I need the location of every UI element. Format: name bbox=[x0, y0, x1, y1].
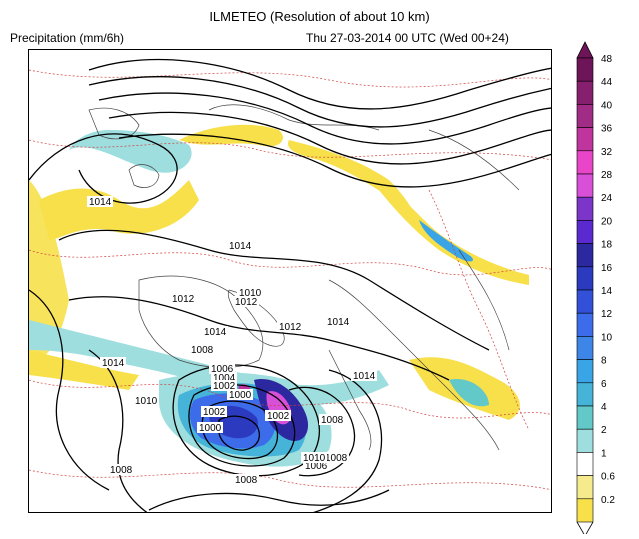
forecast-datetime: Thu 27-03-2014 00 UTC (Wed 00+24) bbox=[306, 31, 509, 45]
legend-swatch bbox=[576, 196, 594, 221]
legend-swatch bbox=[576, 428, 594, 453]
legend-label: 28 bbox=[601, 170, 613, 181]
isobar-label: 1008 bbox=[191, 345, 214, 356]
legend-label: 20 bbox=[601, 216, 613, 227]
map-title: ILMETEO (Resolution of about 10 km) bbox=[209, 9, 430, 24]
isobar-label: 1014 bbox=[89, 197, 112, 208]
isobar-label: 1006 bbox=[305, 461, 328, 472]
legend-swatch bbox=[576, 289, 594, 314]
legend-label: 1 bbox=[601, 448, 607, 459]
legend-swatch bbox=[576, 382, 594, 407]
precipitation-legend: 48 44 40 36 32 28 24 20 18 16 14 12 10 8 6 4 2 1 0.6 0.2 bbox=[569, 34, 639, 537]
isobar-label: 1002 bbox=[213, 381, 236, 392]
legend-swatch bbox=[576, 173, 594, 198]
legend-swatch bbox=[576, 243, 594, 268]
isobar-label: 1014 bbox=[102, 358, 125, 369]
legend-swatch bbox=[576, 452, 594, 476]
variable-label: Precipitation (mm/6h) bbox=[10, 31, 125, 45]
legend-label: 12 bbox=[601, 309, 613, 320]
isobar-label: 1012 bbox=[235, 297, 258, 308]
isobar-label: 1010 bbox=[303, 453, 326, 464]
isobar-label: 1010 bbox=[135, 396, 158, 407]
isobar-label: 1008 bbox=[110, 465, 133, 476]
legend-swatch bbox=[576, 498, 594, 523]
isobar-label: 1002 bbox=[203, 407, 226, 418]
isobar-label: 1014 bbox=[353, 371, 376, 382]
legend-max-arrow bbox=[576, 41, 594, 59]
legend-swatch bbox=[576, 359, 594, 384]
legend-label: 36 bbox=[601, 124, 613, 135]
isobar-label: 1008 bbox=[235, 475, 258, 486]
legend-swatch bbox=[576, 405, 594, 430]
coastlines bbox=[88, 104, 520, 451]
isobar-label: 1014 bbox=[327, 317, 350, 328]
legend-label: 32 bbox=[601, 147, 613, 158]
isobar-label: 1002 bbox=[267, 411, 290, 422]
isobar-labels: 1014 1014 1012 1010 1012 1014 1008 1012 … bbox=[87, 196, 377, 486]
legend-label: 2 bbox=[601, 425, 607, 436]
legend-label: 44 bbox=[601, 77, 613, 88]
legend-min-arrow bbox=[576, 521, 594, 537]
forecast-map: 1014 1014 1012 1010 1012 1014 1008 1012 … bbox=[28, 49, 552, 513]
isobar-label: 1010 bbox=[239, 288, 262, 299]
isobar-label: 1014 bbox=[204, 327, 227, 338]
legend-label: 8 bbox=[601, 356, 607, 367]
isobar-label: 1004 bbox=[213, 373, 236, 384]
legend-swatch bbox=[576, 220, 594, 244]
legend-swatch bbox=[576, 312, 594, 337]
legend-label: 6 bbox=[601, 379, 607, 390]
legend-label: 14 bbox=[601, 286, 613, 297]
legend-label: 18 bbox=[601, 240, 613, 251]
legend-label: 40 bbox=[601, 100, 613, 111]
legend-swatch bbox=[576, 266, 594, 291]
legend-label: 4 bbox=[601, 402, 607, 413]
isobar-label: 1000 bbox=[199, 423, 222, 434]
legend-swatch bbox=[576, 104, 594, 128]
isobar-label: 1012 bbox=[279, 322, 302, 333]
legend-label: 0.2 bbox=[601, 495, 615, 506]
isobars bbox=[29, 58, 551, 512]
isobar-label: 1000 bbox=[229, 390, 252, 401]
legend-swatch bbox=[576, 150, 594, 175]
legend-swatch bbox=[576, 57, 594, 82]
legend-swatch bbox=[576, 336, 594, 360]
isobar-label: 1014 bbox=[229, 241, 252, 252]
isobar-label: 1008 bbox=[325, 453, 348, 464]
isobar-label: 1006 bbox=[211, 364, 234, 375]
legend-label: 0.6 bbox=[601, 472, 615, 483]
legend-swatch bbox=[576, 127, 594, 152]
legend-label: 24 bbox=[601, 193, 613, 204]
legend-swatch bbox=[576, 80, 594, 105]
isobar-label: 1012 bbox=[172, 294, 195, 305]
legend-label: 16 bbox=[601, 263, 613, 274]
legend-label: 48 bbox=[601, 54, 613, 65]
legend-swatch bbox=[576, 475, 594, 500]
isobar-label: 1008 bbox=[321, 415, 344, 426]
temperature-contours bbox=[29, 69, 551, 491]
legend-label: 10 bbox=[601, 332, 613, 343]
